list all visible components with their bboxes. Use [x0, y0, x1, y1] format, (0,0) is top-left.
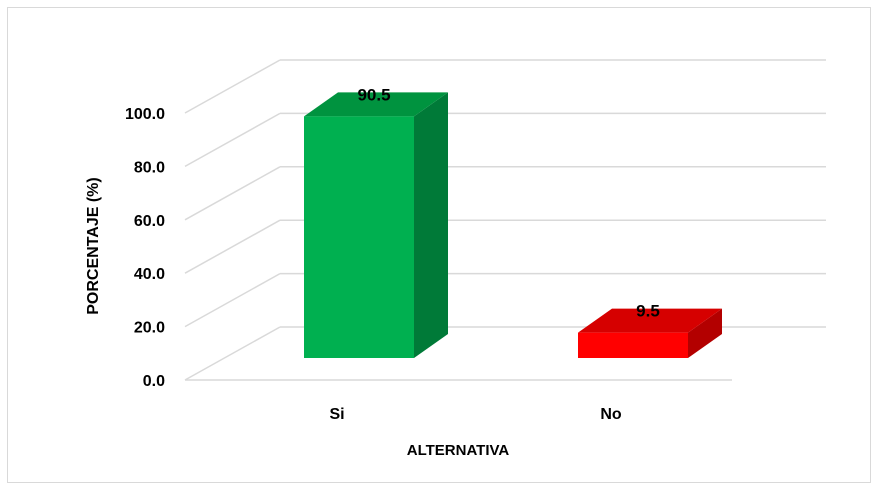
y-tick-label: 60.0 — [134, 213, 165, 230]
bar-si — [304, 116, 414, 359]
y-tick-label: 80.0 — [134, 159, 165, 176]
x-axis-categories: Si No — [329, 406, 621, 423]
bar-side-si — [414, 92, 448, 359]
y-tick-label: 20.0 — [134, 320, 165, 337]
gridline-depth — [184, 166, 281, 221]
gridline-depth — [184, 219, 281, 274]
gridline-depth — [184, 112, 281, 168]
gridline-depth — [184, 326, 281, 381]
bar-top-si — [304, 92, 448, 117]
bar-no — [578, 332, 688, 358]
data-label-si: 90.5 — [357, 85, 390, 104]
bars — [304, 92, 722, 359]
bar-side-no — [688, 308, 722, 358]
y-axis-ticks: 0.0 20.0 40.0 60.0 80.0 100.0 — [125, 106, 165, 390]
data-labels: 90.5 9.5 — [357, 85, 659, 320]
gridline-depth — [184, 59, 281, 114]
y-tick-label: 40.0 — [134, 266, 165, 283]
x-axis-title: ALTERNATIVA — [407, 442, 510, 459]
y-tick-label: 0.0 — [143, 373, 165, 390]
x-tick-label-si: Si — [329, 406, 344, 423]
x-tick-label-no: No — [600, 406, 622, 423]
y-axis-title: PORCENTAJE (%) — [85, 177, 102, 315]
gridline-depth — [184, 272, 281, 328]
gridlines — [184, 59, 826, 381]
bar-top-no — [578, 308, 722, 333]
data-label-no: 9.5 — [636, 302, 660, 321]
y-tick-label: 100.0 — [125, 106, 165, 123]
